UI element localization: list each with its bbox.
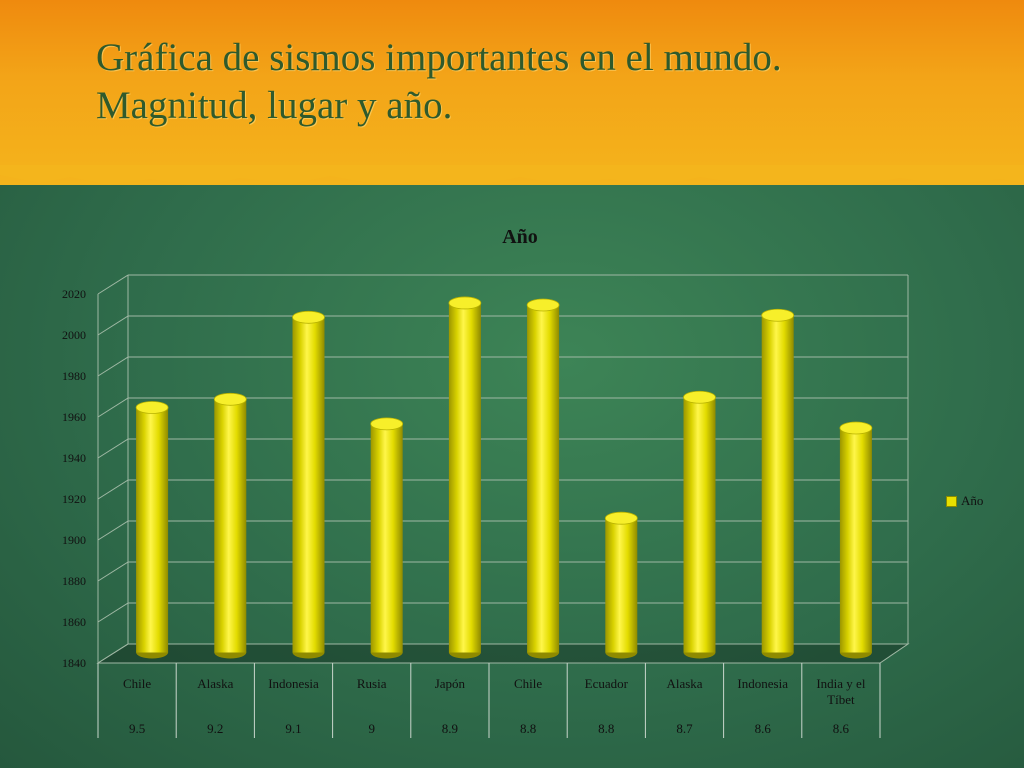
y-tick-label: 1980 <box>62 369 86 383</box>
x-category-label: Chile <box>514 676 542 691</box>
gridline-depth <box>97 315 129 336</box>
x-category-label: India y el <box>816 676 865 691</box>
magnitude-label: 9 <box>368 721 375 736</box>
banner-torn-edge <box>0 165 1024 187</box>
bar <box>604 511 638 659</box>
gridline-depth <box>97 479 129 500</box>
magnitude-label: 8.6 <box>755 721 772 736</box>
magnitude-label: 8.8 <box>598 721 614 736</box>
gridline-depth <box>97 274 129 295</box>
gridline-depth <box>97 561 129 582</box>
legend-swatch <box>946 495 957 507</box>
y-tick-label: 1880 <box>62 574 86 588</box>
slide-title: Gráfica de sismos importantes en el mund… <box>96 36 782 127</box>
magnitude-label: 8.8 <box>520 721 536 736</box>
x-category-label: Rusia <box>357 676 387 691</box>
bar <box>526 298 560 659</box>
bar <box>213 392 247 659</box>
y-tick-label: 1900 <box>62 533 86 547</box>
chart-legend: Año <box>946 493 983 509</box>
bar <box>761 308 795 659</box>
magnitude-label: 9.2 <box>207 721 223 736</box>
y-tick-label: 1920 <box>62 492 86 506</box>
gridline-depth <box>97 602 129 623</box>
gridline-depth <box>97 356 129 377</box>
y-tick-label: 1940 <box>62 451 86 465</box>
bar <box>683 390 716 659</box>
x-category-label: Ecuador <box>585 676 629 691</box>
gridline-depth <box>97 438 129 459</box>
magnitude-label: 8.7 <box>676 721 693 736</box>
x-category-label: Alaska <box>666 676 702 691</box>
magnitude-label: 9.1 <box>285 721 301 736</box>
bar <box>839 421 873 659</box>
magnitude-label: 9.5 <box>129 721 145 736</box>
y-tick-label: 2000 <box>62 328 86 342</box>
gridline-depth <box>97 520 129 541</box>
magnitude-label: 8.9 <box>442 721 458 736</box>
title-banner <box>0 0 1024 192</box>
gridline-depth <box>97 397 129 418</box>
legend-label: Año <box>961 493 984 508</box>
x-category-label: Chile <box>123 676 151 691</box>
bar <box>292 310 325 659</box>
y-tick-label: 2020 <box>62 287 86 301</box>
y-tick-label: 1960 <box>62 410 86 424</box>
bar <box>370 417 404 659</box>
y-tick-label: 1840 <box>62 656 86 670</box>
x-category-label: Alaska <box>197 676 233 691</box>
chart-title: Año <box>502 226 538 248</box>
bar <box>135 401 169 659</box>
bar <box>448 296 482 659</box>
magnitude-label: 8.6 <box>833 721 850 736</box>
x-category-label: Indonesia <box>268 676 319 691</box>
x-category-label: Japón <box>435 676 466 691</box>
y-tick-label: 1860 <box>62 615 86 629</box>
x-category-label: Indonesia <box>737 676 788 691</box>
x-category-label: Tíbet <box>827 692 855 707</box>
